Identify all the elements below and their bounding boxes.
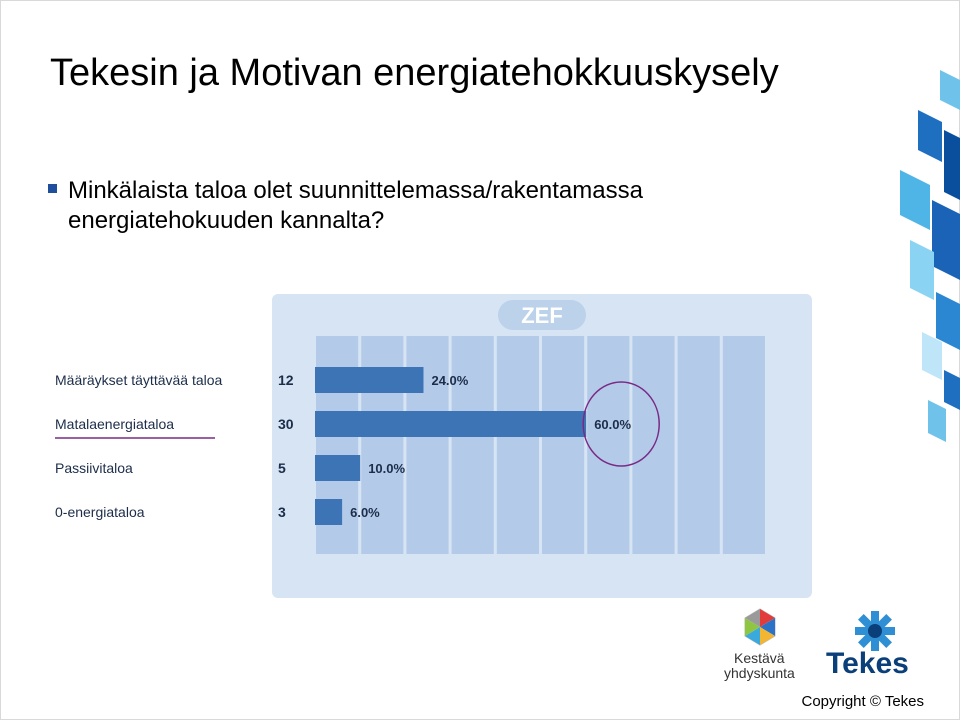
kestava-label: Kestävä yhdyskunta	[724, 651, 795, 681]
square-bullet-icon	[48, 184, 57, 193]
value-label-1: 60.0%	[594, 417, 631, 432]
category-label-2: Passiivitaloa	[55, 460, 133, 476]
count-labels-group: 12 30 5 3	[278, 372, 294, 520]
copyright-text: Copyright © Tekes	[801, 693, 925, 710]
grid-column-9	[722, 336, 765, 554]
value-labels-group: 24.0% 60.0% 10.0% 6.0%	[350, 373, 631, 520]
highlight-circle	[582, 381, 660, 467]
chart-header: ZEF	[521, 303, 563, 328]
tekes-icon	[855, 611, 895, 651]
category-label-1: Matalaenergiataloa	[55, 416, 174, 432]
bars-group	[315, 367, 587, 525]
count-label-3: 3	[278, 504, 286, 520]
bar-0	[315, 367, 424, 393]
count-label-1: 30	[278, 416, 294, 432]
count-label-2: 5	[278, 460, 286, 476]
category-label-0: Määräykset täyttävää taloa	[55, 372, 223, 388]
logos-graphic	[744, 608, 895, 651]
kestava-line2: yhdyskunta	[724, 665, 795, 681]
bar-1	[315, 411, 587, 437]
value-label-0: 24.0%	[431, 373, 468, 388]
category-label-3: 0-energiataloa	[55, 504, 145, 520]
grid-column-4	[496, 336, 539, 554]
grid-column-8	[677, 336, 720, 554]
grid-column-5	[542, 336, 585, 554]
grid-column-3	[451, 336, 494, 554]
slide-title: Tekesin ja Motivan energiatehokkuuskysel…	[50, 52, 779, 94]
category-labels-group: Määräykset täyttävää taloa Matalaenergiat…	[55, 372, 223, 520]
logos-area: Kestävä yhdyskunta Tekes	[720, 605, 950, 715]
chart-header-badge	[498, 300, 586, 330]
bar-2	[315, 455, 361, 481]
decorative-shapes-icon	[900, 70, 960, 442]
value-label-2: 10.0%	[368, 461, 405, 476]
kestava-yhdyskunta-icon	[744, 608, 776, 646]
kestava-line1: Kestävä	[734, 650, 785, 666]
grid-column-6	[587, 336, 630, 554]
value-label-3: 6.0%	[350, 505, 380, 520]
question-text: Minkälaista taloa olet suunnittelemassa/…	[68, 177, 643, 234]
tekes-wordmark: Tekes	[826, 647, 909, 680]
bar-3	[315, 499, 343, 525]
count-label-0: 12	[278, 372, 294, 388]
zef-bar-chart: ZEF 24.0% 60.0% 10.0% 6.0% Määräykset täytt…	[55, 294, 812, 598]
